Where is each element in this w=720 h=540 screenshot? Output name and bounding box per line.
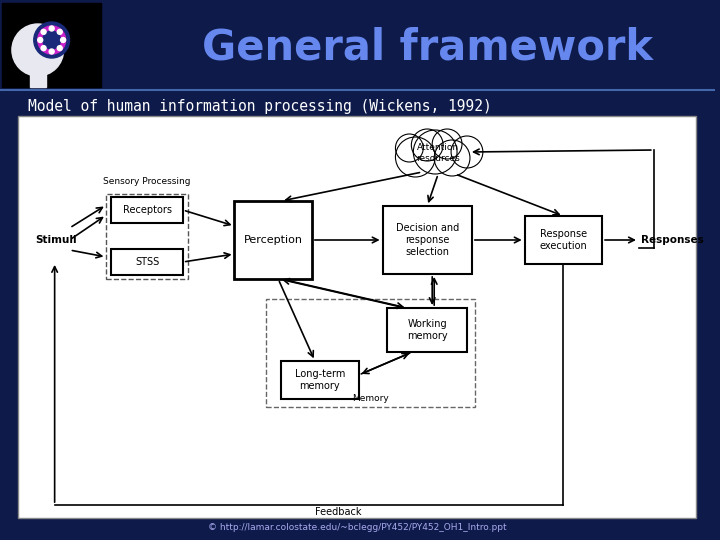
Text: Perception: Perception <box>244 235 302 245</box>
Bar <box>30 69 45 87</box>
Bar <box>2 3 102 87</box>
Circle shape <box>41 46 46 51</box>
Text: Sensory Processing: Sensory Processing <box>103 178 191 186</box>
Bar <box>387 308 467 352</box>
Text: Long-term
memory: Long-term memory <box>294 369 345 391</box>
Bar <box>235 201 312 279</box>
Bar <box>107 194 188 279</box>
Circle shape <box>395 134 423 162</box>
Bar <box>112 197 183 223</box>
Text: Responses: Responses <box>641 235 703 245</box>
Text: General framework: General framework <box>202 27 653 69</box>
Text: Stimuli: Stimuli <box>35 235 76 245</box>
Text: Model of human information processing (Wickens, 1992): Model of human information processing (W… <box>28 99 492 114</box>
Text: Memory: Memory <box>352 394 389 403</box>
Text: Attention
resources: Attention resources <box>416 143 460 163</box>
Circle shape <box>58 29 62 35</box>
Bar <box>382 206 472 274</box>
Text: Decision and
response
selection: Decision and response selection <box>395 222 459 258</box>
Circle shape <box>411 129 443 161</box>
Bar <box>525 216 602 264</box>
Circle shape <box>34 22 70 58</box>
Circle shape <box>60 37 66 43</box>
Bar <box>0 0 716 90</box>
Circle shape <box>37 26 66 54</box>
Circle shape <box>42 31 60 49</box>
Circle shape <box>395 137 435 177</box>
Bar <box>107 194 188 279</box>
Text: Feedback: Feedback <box>315 507 361 517</box>
Bar <box>112 249 183 275</box>
Circle shape <box>58 46 62 51</box>
Bar <box>282 361 359 399</box>
Text: Working
memory: Working memory <box>407 319 448 341</box>
Circle shape <box>49 26 54 31</box>
Bar <box>18 116 696 518</box>
Circle shape <box>413 130 457 174</box>
Circle shape <box>41 29 46 35</box>
Text: STSS: STSS <box>135 257 159 267</box>
Text: © http://lamar.colostate.edu/~bclegg/PY452/PY452_OH1_Intro.ppt: © http://lamar.colostate.edu/~bclegg/PY4… <box>208 523 507 532</box>
Circle shape <box>434 140 470 176</box>
Text: Receptors: Receptors <box>122 205 171 215</box>
Circle shape <box>12 24 63 76</box>
Circle shape <box>451 136 483 168</box>
Circle shape <box>37 37 42 43</box>
Circle shape <box>432 129 462 159</box>
Text: Response
execution: Response execution <box>539 229 588 251</box>
Circle shape <box>49 49 54 54</box>
Bar <box>266 299 475 407</box>
